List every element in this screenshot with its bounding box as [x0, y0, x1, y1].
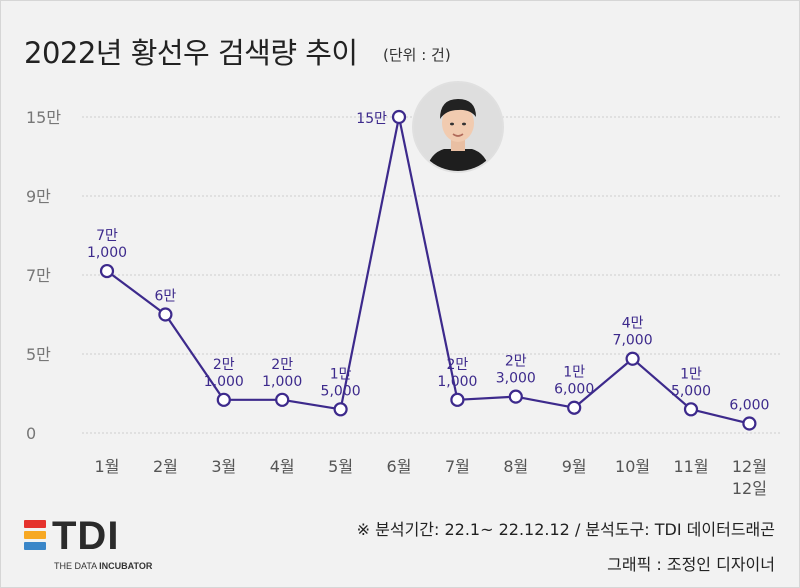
- logo-text: TDI: [52, 514, 120, 558]
- source-note: ※ 분석기간: 22.1~ 22.12.12 / 분석도구: TDI 데이터드래…: [356, 520, 775, 539]
- x-tick-label: 5월: [328, 457, 353, 476]
- logo-subtitle: THE DATA INCUBATOR: [54, 561, 153, 571]
- data-label: 5,000: [671, 383, 711, 399]
- data-label: 3,000: [496, 371, 536, 387]
- data-point: [450, 392, 465, 407]
- data-point: [99, 263, 115, 279]
- data-point: [683, 402, 699, 417]
- chart-title: 2022년 황선우 검색량 추이: [24, 36, 358, 70]
- y-tick-label: 0: [26, 424, 36, 443]
- data-label: 1,000: [437, 374, 477, 390]
- graphic-credit: 그래픽 : 조정인 디자이너: [607, 555, 775, 574]
- data-label: 1만: [563, 365, 585, 381]
- data-label: 15만: [356, 111, 387, 127]
- tdi-logo: TDI THE DATA INCUBATOR: [24, 514, 164, 580]
- data-point: [158, 307, 173, 322]
- data-label: 2만: [505, 354, 527, 370]
- y-axis-tick-labels: 0 5만 7만 9만 15만: [26, 108, 61, 443]
- data-point: [567, 400, 582, 415]
- athlete-portrait-icon: [412, 81, 504, 173]
- x-tick-label: 12월: [732, 457, 767, 476]
- data-label: 6만: [155, 289, 177, 305]
- x-tick-label: 11월: [673, 457, 708, 476]
- data-label: 1,000: [204, 374, 244, 390]
- x-tick-label: 1월: [95, 457, 120, 476]
- x-axis-tick-labels: 1월 2월 3월 4월 5월 6월 7월 8월 9월 10월 11월 12월 12일: [95, 457, 767, 498]
- data-label: 2만: [213, 357, 235, 373]
- data-label: 1만: [680, 366, 702, 382]
- logo-bar-orange: [24, 531, 46, 539]
- data-label: 2만: [447, 357, 469, 373]
- data-point: [508, 389, 523, 404]
- data-point: [391, 109, 407, 125]
- data-point: [216, 392, 231, 407]
- logo-bar-red: [24, 520, 46, 528]
- x-tick-label: 2월: [153, 457, 178, 476]
- data-label: 7,000: [613, 333, 653, 349]
- series-line: [106, 115, 750, 425]
- x-tick-label: 4월: [270, 457, 295, 476]
- x-tick-label: 6월: [387, 457, 412, 476]
- data-point: [275, 392, 290, 407]
- series-line-group: [99, 109, 757, 431]
- x-tick-label: 8월: [503, 457, 528, 476]
- y-tick-label: 7만: [26, 266, 51, 285]
- x-tick-label: 3월: [211, 457, 236, 476]
- x-tick-label: 7월: [445, 457, 470, 476]
- chart-unit: (단위 : 건): [383, 46, 451, 64]
- logo-bars: [24, 520, 46, 553]
- data-label: 6,000: [554, 382, 594, 398]
- data-label: 7만: [96, 228, 118, 244]
- y-tick-label: 9만: [26, 187, 51, 206]
- data-label: 5,000: [321, 383, 361, 399]
- data-label: 1,000: [262, 374, 302, 390]
- logo-bar-blue: [24, 542, 46, 550]
- data-label: 1만: [330, 366, 352, 382]
- y-tick-label: 15만: [26, 108, 61, 127]
- data-point: [742, 416, 757, 431]
- data-point: [625, 351, 640, 366]
- y-tick-label: 5만: [26, 345, 51, 364]
- data-label: 2만: [271, 357, 293, 373]
- data-point: [333, 402, 348, 417]
- x-tick-label: 12일: [732, 479, 767, 498]
- data-label: 6,000: [729, 398, 769, 414]
- data-label: 1,000: [87, 245, 127, 261]
- data-label: 4만: [622, 316, 644, 332]
- x-tick-label: 10월: [615, 457, 650, 476]
- x-tick-label: 9월: [562, 457, 587, 476]
